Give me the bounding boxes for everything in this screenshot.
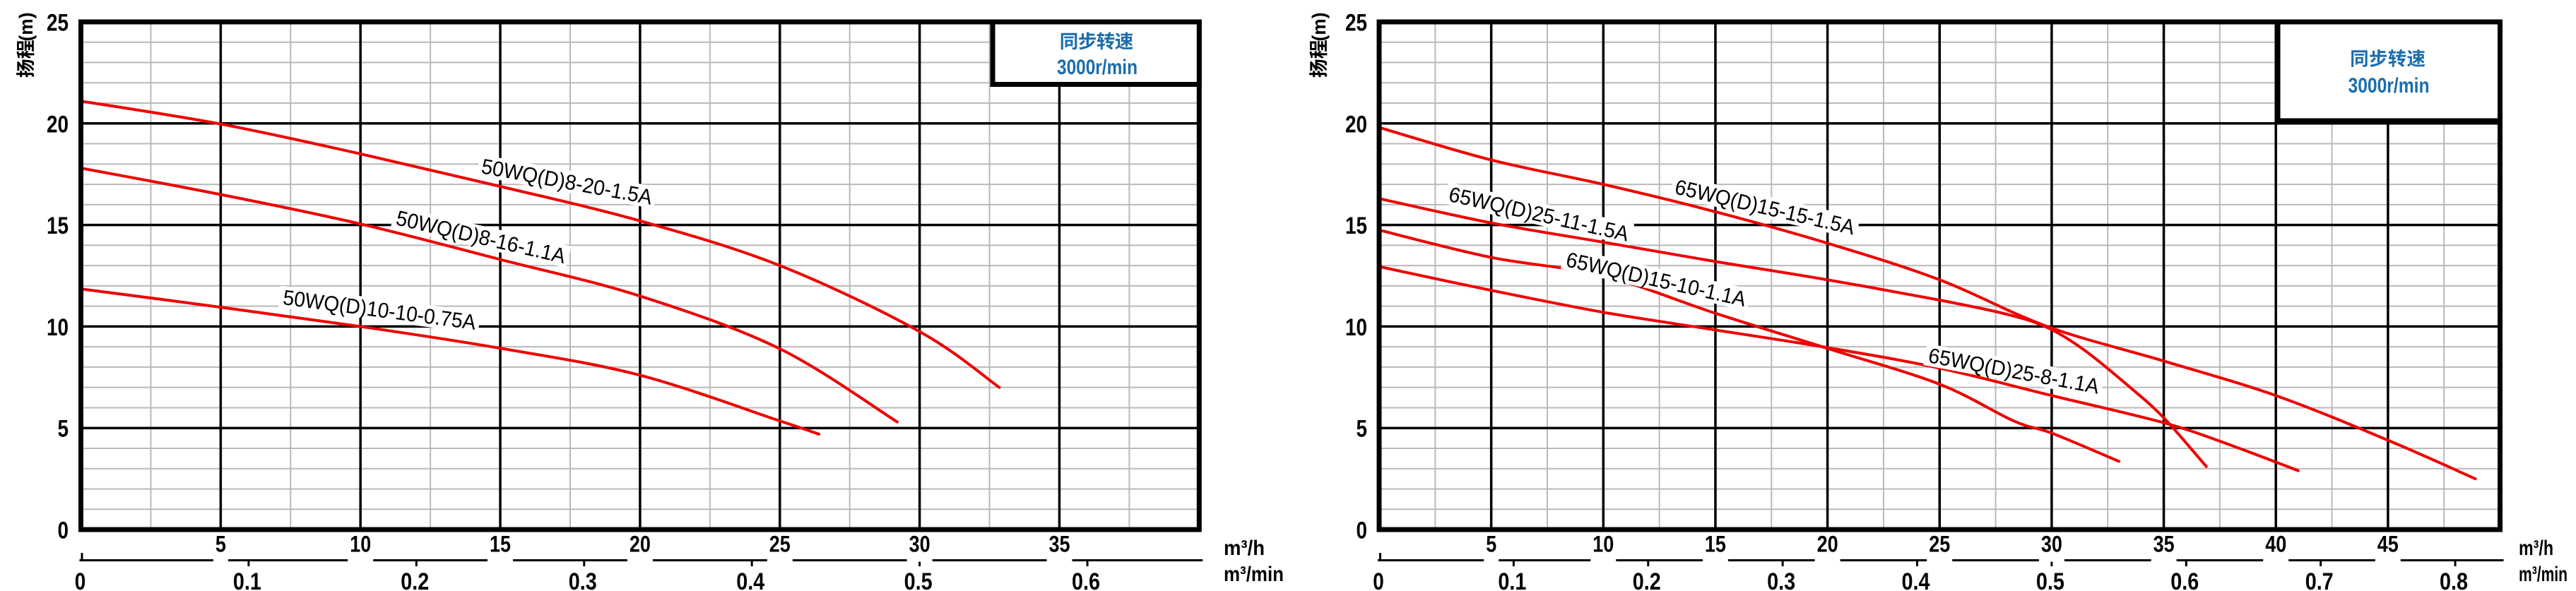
svg-text:25: 25 [1345, 10, 1367, 37]
svg-text:10: 10 [1345, 314, 1367, 341]
svg-text:m³/h: m³/h [1224, 537, 1265, 560]
svg-text:15: 15 [1705, 532, 1726, 557]
svg-text:5: 5 [1357, 416, 1368, 443]
svg-text:0.3: 0.3 [1767, 568, 1795, 591]
svg-text:(m): (m) [1308, 13, 1330, 42]
svg-text:0.4: 0.4 [736, 568, 764, 591]
svg-text:25: 25 [1929, 532, 1950, 557]
svg-text:20: 20 [1817, 532, 1838, 557]
svg-text:45: 45 [2377, 532, 2399, 557]
svg-text:0: 0 [75, 568, 86, 591]
svg-text:0.7: 0.7 [2305, 568, 2334, 591]
svg-text:30: 30 [2041, 532, 2062, 557]
svg-text:m³/h: m³/h [2519, 537, 2553, 560]
svg-text:0.6: 0.6 [1072, 568, 1100, 591]
svg-text:0.3: 0.3 [569, 568, 597, 591]
svg-text:10: 10 [47, 314, 69, 341]
svg-text:0.2: 0.2 [1633, 568, 1661, 591]
svg-text:0: 0 [1357, 518, 1368, 544]
svg-text:m³/min: m³/min [1224, 563, 1284, 586]
svg-text:15: 15 [1345, 213, 1367, 239]
svg-text:3000r/min: 3000r/min [2348, 74, 2430, 97]
svg-text:(m): (m) [16, 13, 37, 42]
svg-text:0.2: 0.2 [401, 568, 429, 591]
svg-text:15: 15 [47, 213, 69, 239]
svg-text:10: 10 [1593, 532, 1614, 557]
svg-text:3000r/min: 3000r/min [1057, 56, 1138, 79]
svg-text:0: 0 [1373, 568, 1384, 591]
svg-text:30: 30 [909, 532, 930, 557]
svg-text:10: 10 [350, 532, 371, 557]
svg-text:0: 0 [58, 518, 69, 544]
svg-text:20: 20 [47, 111, 69, 138]
svg-text:m³/min: m³/min [2519, 563, 2568, 586]
svg-text:25: 25 [47, 10, 69, 37]
svg-text:20: 20 [1345, 111, 1367, 138]
svg-text:5: 5 [215, 532, 226, 557]
svg-text:5: 5 [58, 416, 69, 443]
svg-text:0.6: 0.6 [2170, 568, 2199, 591]
svg-text:0.1: 0.1 [233, 568, 261, 591]
svg-text:0.5: 0.5 [2036, 568, 2064, 591]
svg-text:40: 40 [2265, 532, 2286, 557]
svg-text:15: 15 [490, 532, 511, 557]
svg-text:20: 20 [630, 532, 651, 557]
svg-text:5: 5 [1486, 532, 1496, 557]
svg-text:0.8: 0.8 [2440, 568, 2468, 591]
svg-text:25: 25 [769, 532, 791, 557]
svg-text:35: 35 [2153, 532, 2175, 557]
svg-text:0.1: 0.1 [1498, 568, 1526, 591]
svg-text:35: 35 [1049, 532, 1070, 557]
svg-text:0.5: 0.5 [904, 568, 933, 591]
svg-text:0.4: 0.4 [1902, 568, 1930, 591]
